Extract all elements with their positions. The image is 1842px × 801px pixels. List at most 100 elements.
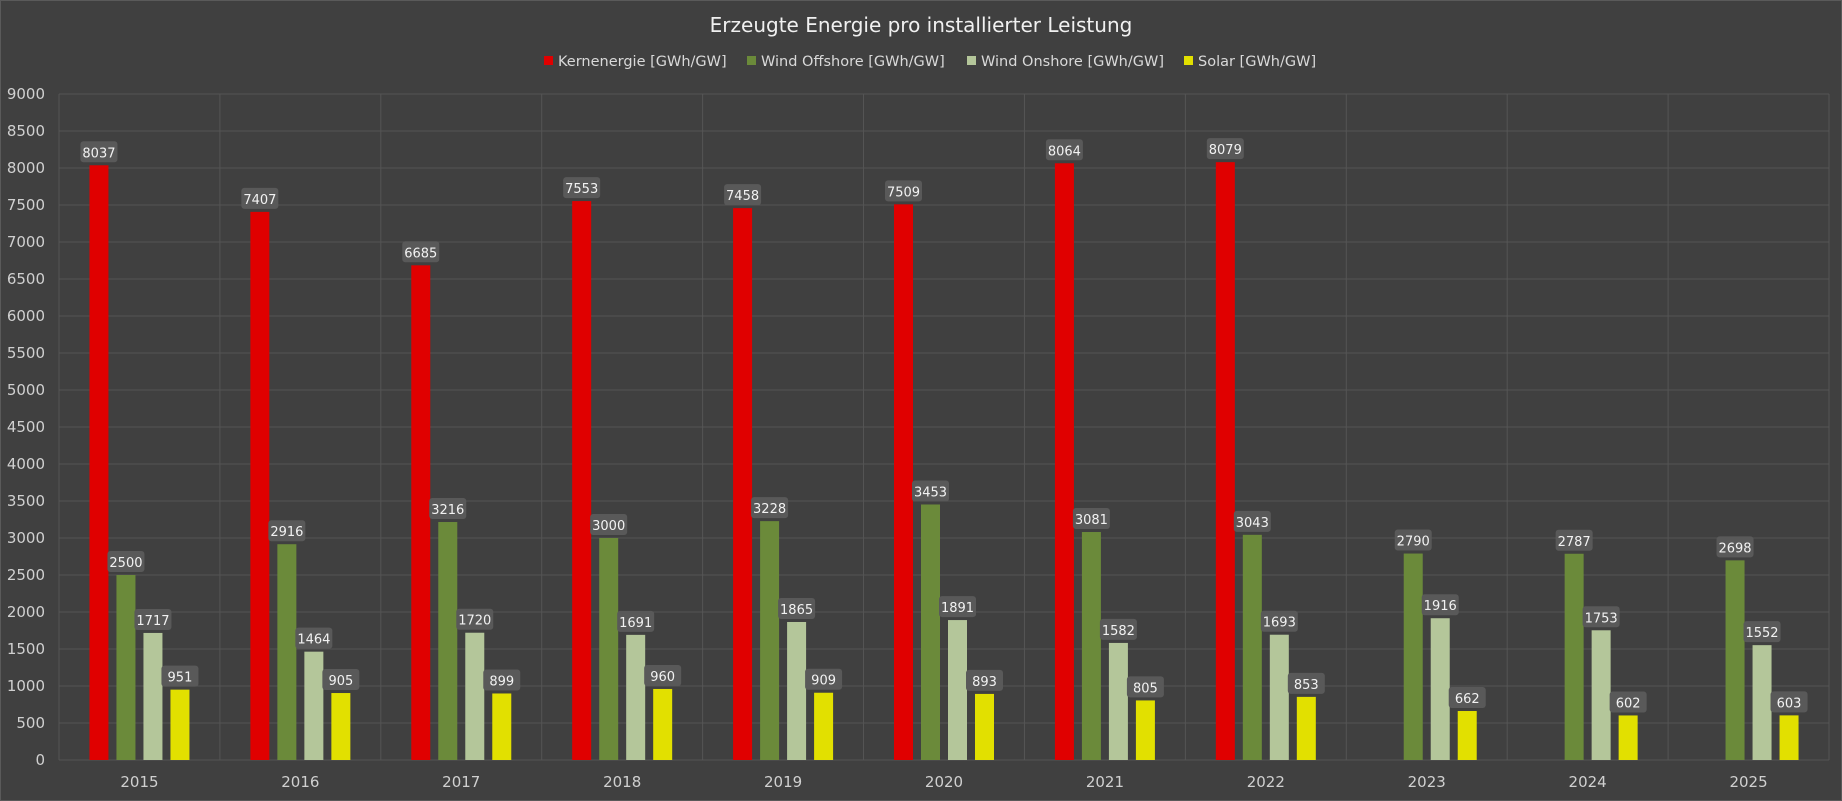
x-tick-label: 2018 <box>603 773 641 791</box>
y-tick-label: 2500 <box>7 566 45 584</box>
data-label: 3216 <box>431 503 464 518</box>
y-tick-label: 9000 <box>7 85 45 103</box>
data-label-box <box>268 520 306 542</box>
data-label-box <box>885 180 922 202</box>
y-tick-label: 1000 <box>7 677 45 695</box>
x-tick-label: 2022 <box>1247 773 1285 791</box>
bar <box>572 201 592 760</box>
data-label: 805 <box>1133 681 1158 696</box>
data-label: 960 <box>650 670 675 685</box>
data-label: 2790 <box>1397 535 1430 550</box>
data-label-box <box>134 608 172 630</box>
x-tick-label: 2021 <box>1086 773 1124 791</box>
chart-title: Erzeugte Energie pro installierter Leist… <box>710 13 1133 37</box>
data-label-box <box>590 514 628 535</box>
y-tick-label: 2000 <box>7 603 45 621</box>
bar <box>438 522 458 760</box>
data-label: 1717 <box>136 614 169 629</box>
bar <box>1135 700 1155 760</box>
y-tick-label: 7500 <box>7 196 45 214</box>
legend-swatch <box>747 56 756 65</box>
data-label-box <box>1716 536 1754 558</box>
bar <box>492 693 512 760</box>
data-label: 1464 <box>297 633 330 648</box>
data-label: 1865 <box>780 603 813 618</box>
data-label-box <box>295 627 333 649</box>
y-axis: 0 500 1000 1500 2000 2500 3000 3500 4000 4500 5000… <box>7 85 45 769</box>
data-label-box <box>107 551 145 572</box>
legend-label: Wind Onshore [GWh/GW] <box>981 54 1164 70</box>
bar <box>653 688 673 760</box>
legend-swatch <box>967 56 976 65</box>
data-label: 3043 <box>1236 516 1269 531</box>
data-label-box <box>912 480 949 502</box>
bar <box>894 204 913 761</box>
bar <box>1215 162 1235 761</box>
bar <box>1430 618 1450 760</box>
data-label: 3453 <box>914 485 947 500</box>
bar <box>599 538 619 760</box>
bar <box>304 651 324 760</box>
bar <box>1752 645 1772 760</box>
data-label: 1552 <box>1745 626 1778 641</box>
data-label-box <box>1099 618 1137 640</box>
bar <box>1564 553 1584 760</box>
data-label-box <box>1770 691 1808 713</box>
data-label: 2500 <box>109 556 142 571</box>
bar <box>116 575 136 760</box>
data-label: 951 <box>168 671 193 686</box>
data-label-box <box>1448 687 1486 709</box>
data-label: 2787 <box>1558 535 1591 550</box>
data-label: 6685 <box>404 246 437 261</box>
data-label-box <box>483 669 521 691</box>
bar <box>626 634 646 760</box>
data-label: 7553 <box>565 182 598 197</box>
data-label-box <box>1743 621 1781 643</box>
data-label-box <box>241 187 279 209</box>
data-label: 7407 <box>243 193 276 208</box>
bar <box>1081 532 1101 760</box>
data-label-box <box>644 664 682 686</box>
data-label: 893 <box>972 675 997 690</box>
legend: Kernenergie [GWh/GW] Wind Offshore [GWh/G… <box>544 54 1316 70</box>
data-label-box <box>1233 510 1271 532</box>
bar <box>975 693 994 760</box>
data-label-box <box>322 669 360 691</box>
data-label-box <box>724 184 762 206</box>
data-label: 8037 <box>82 146 115 161</box>
data-label-box <box>161 665 199 687</box>
y-tick-label: 6500 <box>7 270 45 288</box>
data-label-box <box>778 597 816 619</box>
y-tick-label: 4000 <box>7 455 45 473</box>
x-tick-label: 2025 <box>1729 773 1767 791</box>
x-tick-label: 2019 <box>764 773 802 791</box>
y-tick-label: 1500 <box>7 640 45 658</box>
y-tick-label: 5000 <box>7 381 45 399</box>
y-tick-label: 8000 <box>7 159 45 177</box>
data-label: 1691 <box>619 616 652 631</box>
legend-label: Kernenergie [GWh/GW] <box>558 54 727 70</box>
data-label: 3081 <box>1075 513 1108 528</box>
data-label-box <box>1555 529 1593 551</box>
x-tick-label: 2015 <box>120 773 158 791</box>
data-label: 909 <box>811 674 836 689</box>
data-label-box <box>1421 594 1459 616</box>
data-label-box <box>939 596 976 618</box>
x-tick-label: 2017 <box>442 773 480 791</box>
y-tick-label: 6000 <box>7 307 45 325</box>
data-label-box <box>1394 529 1432 551</box>
bar <box>1618 715 1638 760</box>
x-tick-label: 2024 <box>1569 773 1607 791</box>
data-label-box <box>1287 672 1325 694</box>
data-label: 1753 <box>1585 611 1618 626</box>
bars <box>89 162 1799 761</box>
data-label: 3228 <box>753 502 786 517</box>
y-tick-label: 7000 <box>7 233 45 251</box>
data-label: 602 <box>1616 696 1641 711</box>
bar <box>331 693 351 760</box>
data-label: 7458 <box>726 189 759 204</box>
gridlines <box>58 93 1830 761</box>
y-tick-label: 8500 <box>7 122 45 140</box>
